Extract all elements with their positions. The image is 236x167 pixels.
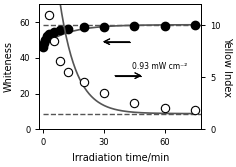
- Point: [42, 41, 46, 44]
- Point: [133, 102, 136, 105]
- Y-axis label: Whiteness: Whiteness: [4, 41, 14, 92]
- Point: [66, 71, 70, 73]
- Point: [58, 60, 62, 63]
- Point: [163, 107, 167, 110]
- Point: [82, 81, 86, 84]
- Point: [133, 24, 136, 27]
- X-axis label: Irradiation time/min: Irradiation time/min: [72, 153, 169, 163]
- Point: [46, 35, 49, 38]
- Point: [58, 29, 62, 31]
- Point: [66, 28, 70, 30]
- Point: [52, 31, 55, 33]
- Point: [82, 26, 86, 29]
- Point: [193, 109, 197, 112]
- Point: [48, 13, 51, 16]
- Point: [163, 24, 167, 27]
- Point: [52, 39, 55, 42]
- Point: [48, 32, 51, 35]
- Point: [42, 46, 45, 48]
- Y-axis label: Yellow Index: Yellow Index: [222, 37, 232, 97]
- Point: [44, 39, 47, 41]
- Point: [102, 91, 106, 94]
- Point: [193, 24, 197, 27]
- Text: 0.93 mW cm⁻²: 0.93 mW cm⁻²: [132, 62, 188, 71]
- Point: [102, 25, 106, 28]
